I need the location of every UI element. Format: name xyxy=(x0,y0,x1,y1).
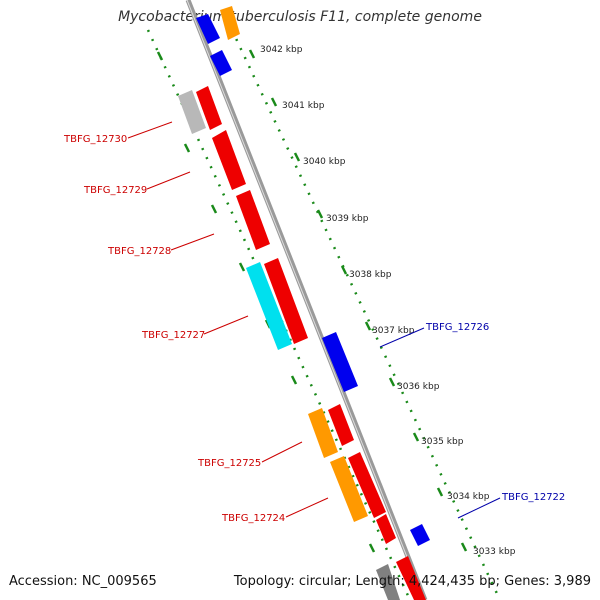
kbp-label: 3034 kbp xyxy=(447,492,490,502)
inner-major-tick xyxy=(238,262,246,272)
major-tick xyxy=(248,49,256,59)
kbp-label: 3041 kbp xyxy=(282,101,325,111)
gene-feature-red[interactable] xyxy=(236,190,270,250)
leader-line xyxy=(203,315,249,335)
right-leader-lines xyxy=(379,327,501,519)
gene-feature-orange[interactable] xyxy=(220,6,240,40)
gene-features xyxy=(178,6,430,600)
inner-major-tick xyxy=(290,375,298,385)
gene-feature-red[interactable] xyxy=(396,556,426,600)
inner-major-tick xyxy=(183,143,191,153)
topology-text: Topology: circular; Length: 4,424,435 bp… xyxy=(233,574,591,589)
kbp-label: 3040 kbp xyxy=(303,157,346,167)
leader-line xyxy=(285,497,329,518)
accession-text: Accession: NC_009565 xyxy=(9,574,157,589)
kbp-label: 3042 kbp xyxy=(260,45,303,55)
genome-backbone xyxy=(185,0,428,600)
gene-label[interactable]: TBFG_12727 xyxy=(141,330,205,341)
gene-feature-gray[interactable] xyxy=(376,564,400,600)
major-tick xyxy=(388,377,396,387)
gene-label[interactable]: TBFG_12730 xyxy=(63,134,127,145)
kbp-label: 3037 kbp xyxy=(372,326,415,336)
kbp-tick-labels: 3042 kbp 3041 kbp 3040 kbp 3039 kbp 3038… xyxy=(260,45,516,557)
gene-feature-red[interactable] xyxy=(196,86,222,130)
major-tick xyxy=(270,97,278,107)
kbp-label: 3035 kbp xyxy=(421,437,464,447)
left-leader-lines xyxy=(127,121,329,518)
gene-feature-gray[interactable] xyxy=(178,90,206,134)
gene-feature-blue[interactable] xyxy=(196,14,220,44)
gene-feature-blue[interactable] xyxy=(210,50,232,76)
kbp-label: 3039 kbp xyxy=(326,214,369,224)
leader-line xyxy=(146,171,191,190)
gene-label[interactable]: TBFG_12729 xyxy=(83,185,147,196)
gene-feature-red[interactable] xyxy=(328,404,354,446)
major-tick xyxy=(436,487,444,497)
kbp-label: 3033 kbp xyxy=(473,547,516,557)
major-tick xyxy=(293,152,301,162)
gene-label[interactable]: TBFG_12724 xyxy=(221,513,285,524)
gene-feature-red[interactable] xyxy=(212,130,246,190)
gene-feature-blue[interactable] xyxy=(322,332,358,392)
gene-feature-orange[interactable] xyxy=(308,408,338,458)
leader-line xyxy=(261,441,303,463)
gene-labels-right: TBFG_12726 TBFG_12722 xyxy=(425,322,565,503)
major-tick xyxy=(316,209,324,219)
kbp-label: 3038 kbp xyxy=(349,270,392,280)
major-tick xyxy=(412,432,420,442)
genome-backbone-highlight xyxy=(186,0,425,600)
inner-major-tick xyxy=(210,204,218,214)
major-tick xyxy=(364,321,372,331)
inner-major-tick xyxy=(368,543,376,553)
major-tick xyxy=(340,265,348,275)
kbp-label: 3036 kbp xyxy=(397,382,440,392)
gene-label[interactable]: TBFG_12722 xyxy=(501,492,565,503)
gene-feature-red[interactable] xyxy=(348,452,386,518)
gene-feature-cyan[interactable] xyxy=(246,262,292,350)
gene-feature-blue[interactable] xyxy=(410,524,430,546)
leader-line xyxy=(170,233,215,251)
gene-labels-left: TBFG_12730 TBFG_12729 TBFG_12728 TBFG_12… xyxy=(63,134,285,524)
gene-feature-red[interactable] xyxy=(264,258,308,344)
leader-line xyxy=(457,497,501,519)
gene-label[interactable]: TBFG_12728 xyxy=(107,246,171,257)
gene-label[interactable]: TBFG_12725 xyxy=(197,458,261,469)
inner-major-tick xyxy=(156,51,164,61)
leader-line xyxy=(379,327,425,348)
major-tick xyxy=(460,542,468,552)
gene-label[interactable]: TBFG_12726 xyxy=(425,322,489,333)
gene-feature-orange[interactable] xyxy=(330,456,368,522)
gene-feature-red[interactable] xyxy=(376,514,396,544)
leader-line xyxy=(127,121,173,139)
